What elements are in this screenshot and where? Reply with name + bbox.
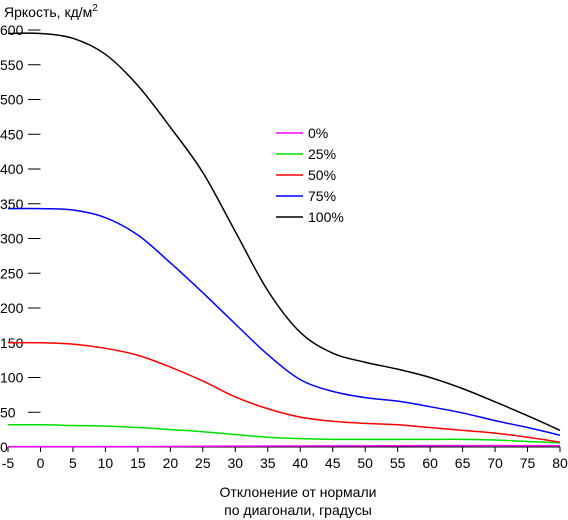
x-tick-label: 20: [163, 455, 179, 471]
y-axis-title-text: Яркость, кд/м: [4, 4, 92, 20]
legend-label: 100%: [308, 209, 344, 225]
x-tick-label: 55: [390, 455, 406, 471]
legend-label: 0%: [308, 125, 328, 141]
series-line-25pct: [7, 423, 561, 444]
x-tick-label: 5: [69, 455, 77, 471]
y-tick-label: 0: [0, 439, 8, 455]
y-tick-label: 350: [0, 196, 24, 212]
x-tick-label: 60: [422, 455, 438, 471]
x-tick-label: -5: [2, 455, 15, 471]
series-line-50pct: [7, 341, 561, 443]
series-line-0pct: [8, 444, 561, 448]
x-axis-title-line1: Отклонение от нормали: [220, 484, 377, 500]
axes: -5 0 5 10 15 20 25 30 35 40 45 50 55 60 65 70 75 80050100…: [0, 22, 568, 471]
series-line-75pct: [7, 207, 561, 436]
x-tick-label: 30: [228, 455, 244, 471]
x-tick-label: 10: [98, 455, 114, 471]
y-tick-label: 400: [0, 161, 24, 177]
x-tick-label: 35: [260, 455, 276, 471]
y-axis-title-superscript: 2: [92, 3, 98, 14]
legend: 0% 25% 50% 75% 100%: [276, 125, 344, 225]
x-tick-label: 25: [195, 455, 211, 471]
y-tick-label: 500: [0, 92, 24, 108]
y-tick-label: 300: [0, 231, 24, 247]
x-tick-label: 45: [325, 455, 341, 471]
legend-label: 75%: [308, 188, 336, 204]
x-tick-label: 75: [520, 455, 536, 471]
y-axis-title: Яркость, кд/м2: [4, 3, 98, 20]
y-tick-label: 450: [0, 126, 24, 142]
y-tick-label: 250: [0, 265, 24, 281]
x-tick-label: 70: [487, 455, 503, 471]
legend-label: 50%: [308, 167, 336, 183]
legend-label: 25%: [308, 146, 336, 162]
y-tick-label: 550: [0, 57, 24, 73]
x-tick-label: 15: [130, 455, 146, 471]
y-tick-label: 100: [0, 370, 24, 386]
x-tick-label: 50: [357, 455, 373, 471]
x-tick-label: 65: [455, 455, 471, 471]
series-lines: [7, 32, 561, 448]
y-tick-label: 50: [0, 404, 16, 420]
x-tick-label: 80: [552, 455, 568, 471]
y-tick-label: 200: [0, 300, 24, 316]
x-tick-label: 0: [37, 455, 45, 471]
y-tick-label: 600: [0, 22, 24, 38]
series-line-100pct: [7, 32, 561, 432]
x-tick-label: 40: [292, 455, 308, 471]
x-axis-title-line2: по диагонали, градусы: [224, 502, 372, 518]
